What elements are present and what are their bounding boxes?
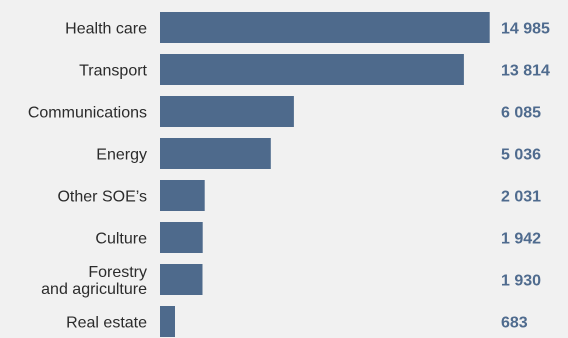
value-label: 1 930	[501, 273, 541, 290]
value-label: 683	[501, 315, 528, 332]
bar-6	[160, 264, 203, 295]
category-label: Energy	[96, 147, 147, 164]
category-label: Culture	[95, 231, 147, 248]
category-label: Forestry and agriculture	[41, 264, 147, 298]
value-label: 13 814	[501, 63, 550, 80]
category-label: Other SOE’s	[57, 189, 147, 206]
category-label: Communications	[28, 105, 147, 122]
bar-1	[160, 54, 464, 85]
value-label: 1 942	[501, 231, 541, 248]
bar-4	[160, 180, 205, 211]
bar-5	[160, 222, 203, 253]
bar-2	[160, 96, 294, 127]
category-label: Real estate	[66, 315, 147, 332]
value-label: 5 036	[501, 147, 541, 164]
value-label: 14 985	[501, 21, 550, 38]
value-label: 6 085	[501, 105, 541, 122]
bar-3	[160, 138, 271, 169]
category-label: Health care	[65, 21, 147, 38]
value-label: 2 031	[501, 189, 541, 206]
bar-7	[160, 306, 175, 337]
bar-0	[160, 12, 490, 43]
category-label: Transport	[79, 63, 147, 80]
